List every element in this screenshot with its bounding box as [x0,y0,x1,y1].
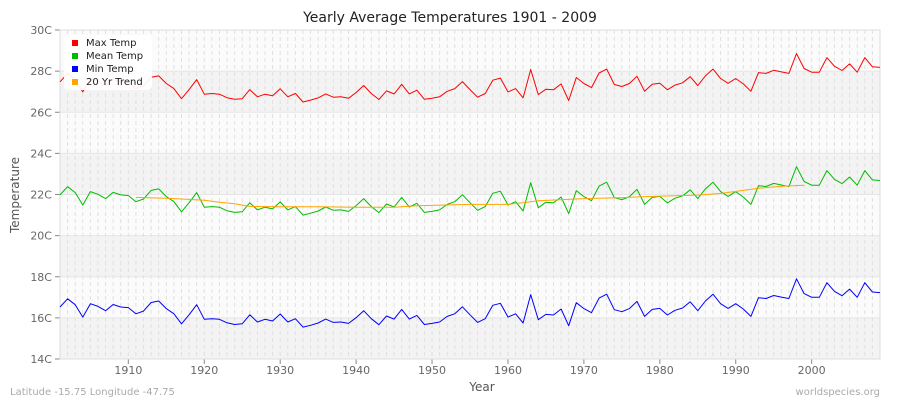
series-line-20-yr-trend [135,184,805,208]
x-tick-label: 1990 [722,364,750,377]
x-axis-label: Year [468,380,494,394]
x-tick-label: 1940 [342,364,370,377]
series-lines [59,53,881,328]
series-line-mean-temp [59,166,881,216]
chart-title: Yearly Average Temperatures 1901 - 2009 [302,10,597,26]
x-tick-label: 1910 [114,364,142,377]
y-tick-label: 28C [30,65,52,78]
y-tick-label: 20C [30,230,52,243]
legend: Max Temp Mean Temp Min Temp 20 Yr Trend [64,35,152,90]
y-tick-label: 30C [30,24,52,37]
legend-swatch [72,79,78,85]
legend-label: 20 Yr Trend [86,77,143,88]
legend-label: Mean Temp [86,51,143,62]
y-tick-label: 22C [30,189,52,202]
series-line-max-temp [59,53,881,103]
x-tick-label: 1960 [494,364,522,377]
x-tick-label: 1930 [266,364,294,377]
legend-label: Min Temp [86,64,134,75]
x-tick-label: 1920 [190,364,218,377]
plot-band [60,30,880,72]
y-tick-label: 26C [30,106,52,119]
legend-swatch [72,53,78,59]
series-line-min-temp [59,278,881,328]
x-tick-label: 1970 [570,364,598,377]
legend-label: Max Temp [86,38,137,49]
y-tick-label: 16C [30,312,52,325]
y-tick-label: 24C [30,147,52,160]
y-axis-label: Temperature [8,157,22,234]
footer-source[interactable]: worldspecies.org [796,387,880,398]
y-tick-label: 18C [30,271,52,284]
plot-band [60,71,880,113]
legend-swatch [72,40,78,46]
x-tick-label: 1980 [646,364,674,377]
legend-swatch [72,66,78,72]
footer-location: Latitude -15.75 Longitude -47.75 [10,387,175,398]
legend-box [64,35,152,90]
x-tick-label: 1950 [418,364,446,377]
plot-band [60,112,880,154]
y-tick-label: 14C [30,353,52,366]
x-tick-label: 2000 [798,364,826,377]
